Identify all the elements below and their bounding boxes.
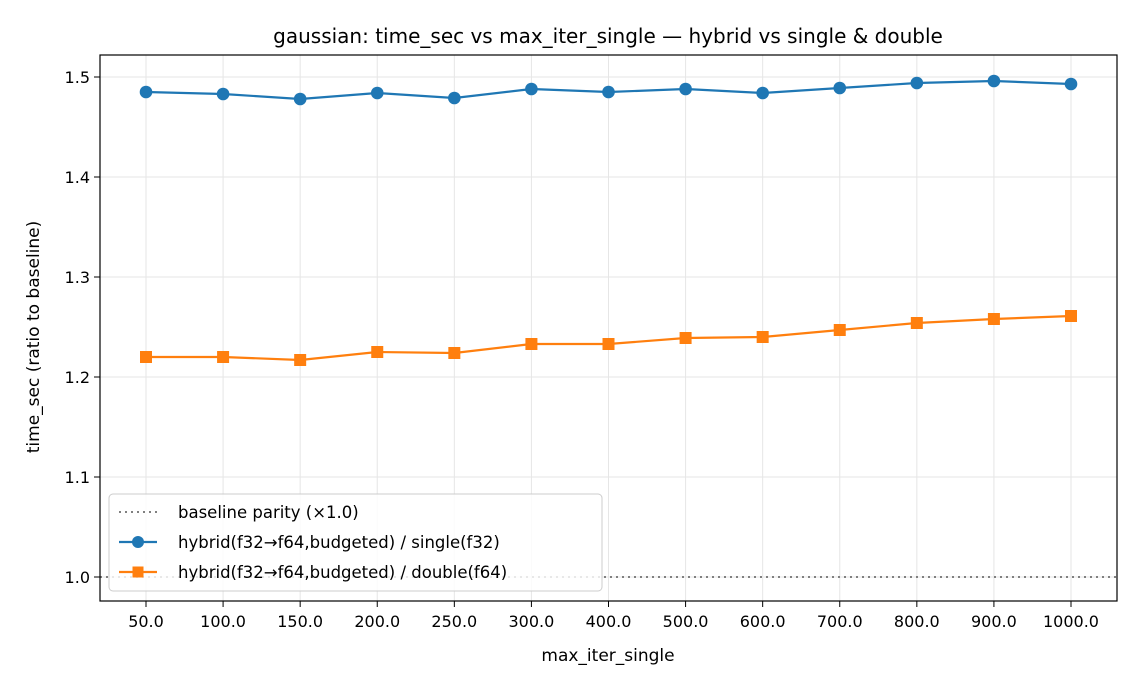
legend-marker-series-2 [132,566,144,578]
x-tick-label: 1000.0 [1043,612,1099,631]
series-1-point [679,82,692,96]
legend-label-baseline: baseline parity (×1.0) [178,503,359,522]
series-1-point [602,85,615,99]
series-1-point [987,74,1001,88]
series-2-point [679,332,692,344]
series-2-point [448,347,461,359]
series-1-point [216,87,230,101]
x-axis: 50.0 100.0 150.0 200.0 250.0 300.0 400.0 500.0 6… [128,601,1099,631]
x-tick-label: 50.0 [128,612,164,631]
y-tick-label: 1.4 [65,168,90,187]
series-2-point [140,351,152,363]
series-1-point [139,85,153,99]
series-1 [139,74,1078,106]
y-axis: 1.0 1.1 1.2 1.3 1.4 1.5 [65,68,100,587]
series-2-point [371,346,384,358]
legend-label-series-2: hybrid(f32→f64,budgeted) / double(f64) [178,563,507,582]
chart-title: gaussian: time_sec vs max_iter_single — … [273,24,943,48]
series-1-point [910,76,924,90]
series-2-point [987,313,1000,325]
series-1-point [756,86,769,100]
x-tick-label: 300.0 [509,612,555,631]
x-tick-label: 250.0 [431,612,477,631]
x-tick-label: 900.0 [971,612,1017,631]
x-tick-label: 600.0 [740,612,786,631]
series-2-point [602,338,615,350]
legend-marker-series-1 [132,536,144,548]
legend: baseline parity (×1.0) hybrid(f32→f64,bu… [108,493,603,592]
x-axis-title: max_iter_single [541,646,674,666]
series-2-point [1065,310,1077,322]
legend-label-series-1: hybrid(f32→f64,budgeted) / single(f32) [178,533,500,552]
series-1-point [833,81,847,95]
y-tick-label: 1.2 [65,368,90,387]
series-layer [139,74,1078,366]
x-tick-label: 700.0 [817,612,863,631]
y-axis-title: time_sec (ratio to baseline) [24,221,44,454]
x-tick-label: 800.0 [894,612,940,631]
x-tick-label: 100.0 [200,612,246,631]
legend-box [108,493,603,592]
series-1-point [525,82,538,96]
series-2-point [910,317,923,329]
y-tick-label: 1.3 [65,268,90,287]
series-2-point [525,338,538,350]
series-1-point [1064,77,1078,91]
x-tick-label: 150.0 [277,612,323,631]
series-1-point [448,91,461,105]
series-2-point [294,354,307,366]
x-tick-label: 200.0 [354,612,400,631]
series-2-point [756,331,769,343]
series-2-point [217,351,230,363]
series-2 [140,310,1077,366]
y-tick-label: 1.0 [65,568,90,587]
series-1-point [370,86,384,100]
series-1-point [293,92,307,106]
y-tick-label: 1.5 [65,68,90,87]
x-tick-label: 500.0 [663,612,709,631]
series-2-point [833,324,846,336]
y-tick-label: 1.1 [65,468,90,487]
x-tick-label: 400.0 [586,612,632,631]
